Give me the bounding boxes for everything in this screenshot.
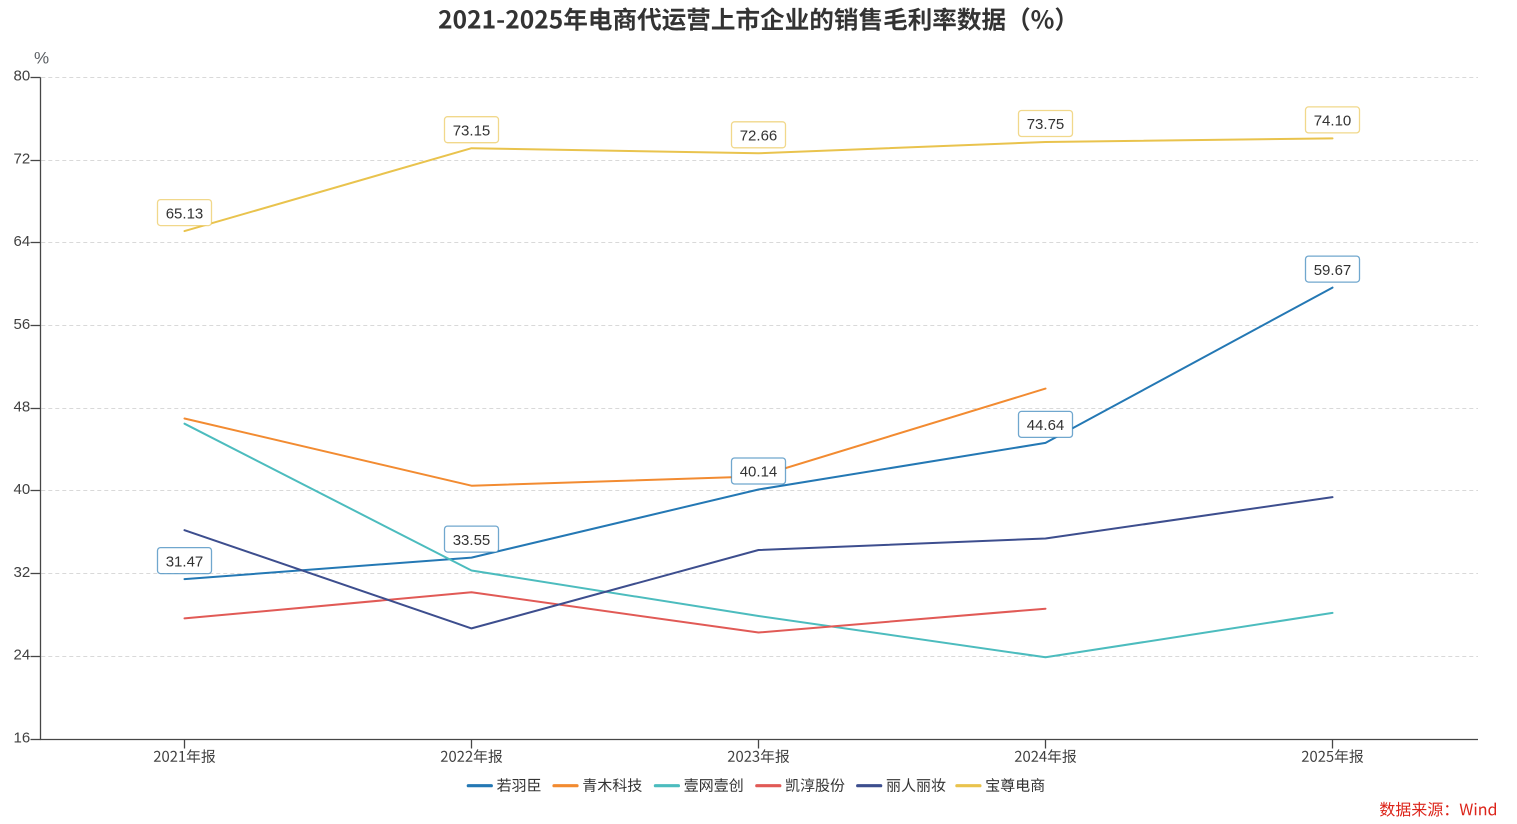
svg-text:73.75: 73.75: [1027, 116, 1065, 133]
svg-text:74.10: 74.10: [1314, 113, 1352, 130]
svg-text:44.64: 44.64: [1027, 417, 1065, 434]
svg-text:73.15: 73.15: [453, 122, 491, 139]
svg-text:33.55: 33.55: [453, 532, 491, 549]
svg-text:40: 40: [14, 481, 31, 498]
svg-text:59.67: 59.67: [1314, 262, 1352, 279]
svg-text:16: 16: [14, 729, 31, 746]
svg-text:48: 48: [14, 399, 31, 416]
svg-text:72.66: 72.66: [740, 128, 778, 145]
svg-text:56: 56: [14, 316, 31, 333]
svg-text:72: 72: [14, 150, 31, 167]
svg-text:31.47: 31.47: [166, 553, 204, 570]
svg-text:65.13: 65.13: [166, 205, 204, 222]
svg-text:40.14: 40.14: [740, 464, 778, 481]
svg-text:64: 64: [14, 233, 31, 250]
svg-text:%: %: [34, 49, 49, 68]
svg-text:80: 80: [14, 68, 31, 85]
svg-text:32: 32: [14, 564, 31, 581]
svg-text:24: 24: [14, 647, 31, 664]
